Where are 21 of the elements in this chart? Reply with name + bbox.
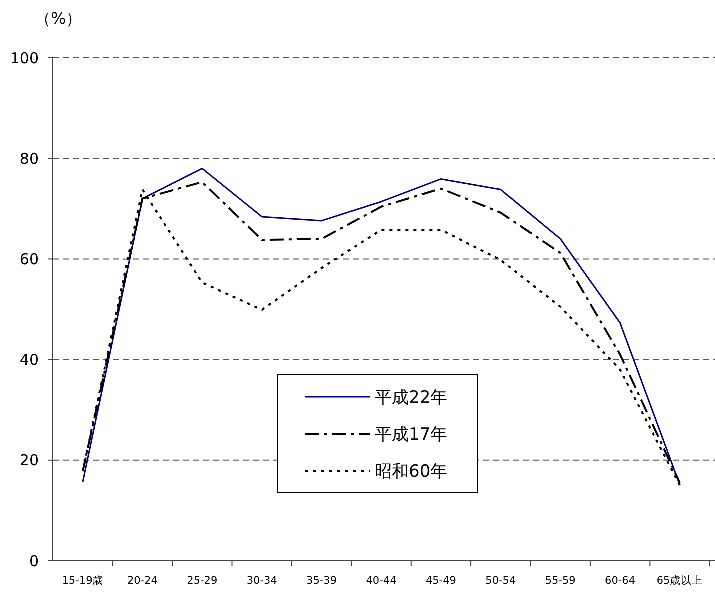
x-tick-label: 40-44 [366, 575, 398, 587]
x-tick-label: 30-34 [246, 575, 278, 587]
y-tick-label: 100 [10, 49, 39, 68]
x-tick-label: 15-19歳 [62, 574, 104, 587]
legend-label: 平成22年 [375, 388, 448, 408]
y-tick-label: 20 [20, 452, 39, 470]
y-tick-label: 40 [20, 351, 39, 370]
x-tick-label: 35-39 [306, 575, 338, 587]
legend-label: 平成17年 [375, 424, 448, 445]
x-tick-label: 20-24 [127, 575, 158, 587]
x-tick-label: 65歳以上 [656, 574, 704, 587]
x-tick-label: 45-49 [426, 575, 456, 587]
legend-label: 昭和60年 [375, 462, 448, 482]
x-tick-label: 60-64 [605, 575, 636, 587]
y-tick-label: 60 [20, 250, 39, 268]
x-tick-label: 55-59 [545, 575, 576, 587]
x-tick-label: 50-54 [486, 575, 516, 587]
x-tick-label: 25-29 [187, 575, 218, 587]
y-tick-label: 80 [20, 150, 39, 168]
y-tick-label: 0 [29, 552, 39, 570]
y-axis-title: （%） [35, 9, 82, 28]
